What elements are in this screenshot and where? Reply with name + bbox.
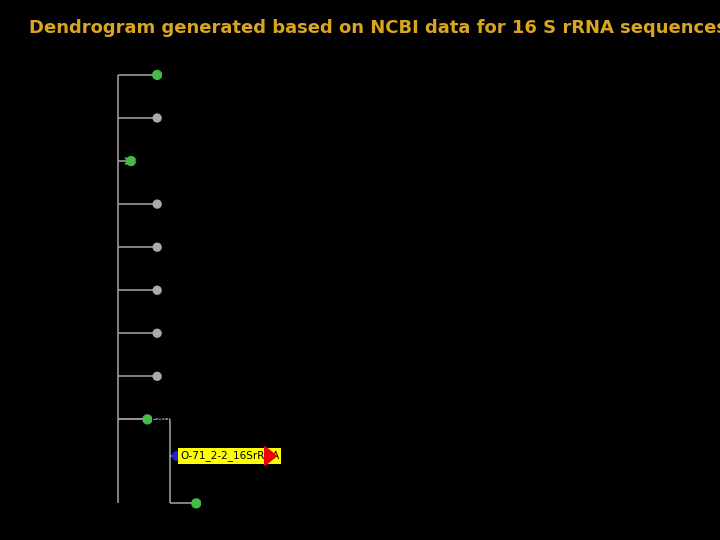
Point [151,243,163,252]
Text: Panthera tigris sumatrae isolate SUMATRA1 mitochondrion, complete genome: Panthera tigris sumatrae isolate SUMATRA… [161,199,569,209]
Text: Panthera tigris tigris specimen-voucher Menghu12 16S ribosomal RNA gene, partial: Panthera tigris tigris specimen-voucher … [200,498,720,508]
Polygon shape [265,447,276,465]
Text: Panthera tigris amoyensis isolate P25 mitochondrion, complete genome: Panthera tigris amoyensis isolate P25 mi… [161,328,538,338]
Text: Panthera tigris 16S ribosomal RNA gene, partial sequence; mitochondrial: Panthera tigris 16S ribosomal RNA gene, … [161,285,544,295]
Point [151,329,163,338]
Point [191,499,202,508]
Text: Dendrogram generated based on NCBI data for 16 S rRNA sequences: Dendrogram generated based on NCBI data … [29,19,720,37]
Point [151,200,163,208]
Text: Panthera tigris tigris isolate TIGRIS 1 mitochondrion, complete genome: Panthera tigris tigris isolate TIGRIS 1 … [161,113,533,123]
Text: Panthera tigris tigris isolate TIGRIS2 mitochondrion, complete genome: Panthera tigris tigris isolate TIGRIS2 m… [161,242,530,252]
Point [151,114,163,123]
Point [151,71,163,79]
Text: Panthera tigris amoyensis isolate P27 mitochondrion, complete genome: Panthera tigris amoyensis isolate P27 mi… [161,372,538,381]
Point [125,157,137,165]
Point [142,415,153,424]
Point [171,451,182,460]
Point [151,286,163,294]
Text: carnivores | 5 leaves: carnivores | 5 leaves [135,156,243,166]
Text: O-71_2-2_16SrRNA: O-71_2-2_16SrRNA [180,450,279,461]
Text: Panthera tigris sumatrae isolate SUMATRA2 mitochondrion, complete genome: Panthera tigris sumatrae isolate SUMATRA… [161,70,569,80]
Text: Panthera tigris 16S ribosomal RNA gene, partial sequence; mitochondrial: Panthera tigris 16S ribosomal RNA gene, … [151,414,534,424]
Point [151,372,163,381]
